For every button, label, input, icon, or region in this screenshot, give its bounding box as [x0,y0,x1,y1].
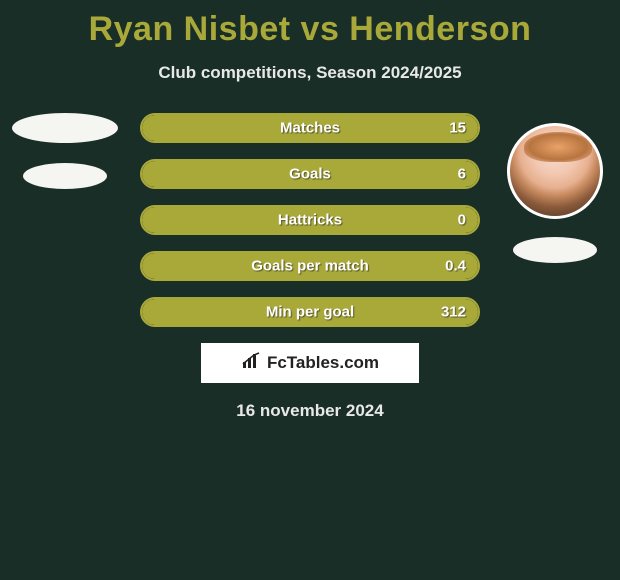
stat-label: Goals [289,166,331,183]
stat-value: 0.4 [445,258,466,275]
right-player-placeholder [513,237,597,263]
bar-chart-icon [241,352,263,375]
stat-label: Matches [280,120,340,137]
right-player-avatar [507,123,603,219]
left-player-placeholder-1 [12,113,118,143]
stats-bars: Matches 15 Goals 6 Hattricks 0 Goals per… [140,113,480,327]
stat-value: 6 [458,166,466,183]
comparison-content: Matches 15 Goals 6 Hattricks 0 Goals per… [0,113,620,421]
stat-label: Hattricks [278,212,342,229]
stat-value: 15 [449,120,466,137]
stat-row-matches: Matches 15 [140,113,480,143]
left-player-placeholder-2 [23,163,107,189]
brand-footer: FcTables.com [201,343,419,383]
stat-label: Min per goal [266,304,354,321]
left-player-column [10,113,120,189]
stat-row-min-per-goal: Min per goal 312 [140,297,480,327]
title: Ryan Nisbet vs Henderson [0,0,620,49]
subtitle: Club competitions, Season 2024/2025 [0,63,620,83]
date-text: 16 november 2024 [0,401,620,421]
right-player-column [500,113,610,263]
stat-value: 0 [458,212,466,229]
stat-row-goals-per-match: Goals per match 0.4 [140,251,480,281]
stat-row-goals: Goals 6 [140,159,480,189]
stat-label: Goals per match [251,258,369,275]
stat-row-hattricks: Hattricks 0 [140,205,480,235]
brand-text: FcTables.com [267,353,379,373]
stat-value: 312 [441,304,466,321]
